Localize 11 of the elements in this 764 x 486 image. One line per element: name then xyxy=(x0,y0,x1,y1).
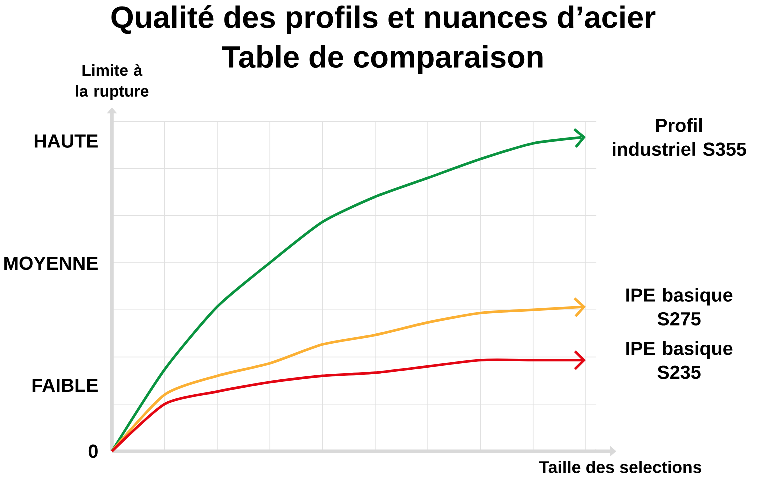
text: MOYENNE xyxy=(4,256,98,270)
text: IPE basique S275 xyxy=(626,288,733,326)
text: 0 xyxy=(88,444,98,458)
x-axis-title: Taille des selections xyxy=(539,460,702,474)
y-axis-title: Limite à la rupture xyxy=(76,64,149,100)
text: FAIBLE xyxy=(32,378,98,392)
chart-subtitle: Table de comparaison xyxy=(222,45,543,74)
text: IPE basique S235 xyxy=(626,341,733,380)
text: HAUTE xyxy=(34,134,98,148)
series-label: Profil industriel S355 xyxy=(613,118,746,156)
chart-title: Qualité des profils et nuances d’acier xyxy=(112,5,656,34)
